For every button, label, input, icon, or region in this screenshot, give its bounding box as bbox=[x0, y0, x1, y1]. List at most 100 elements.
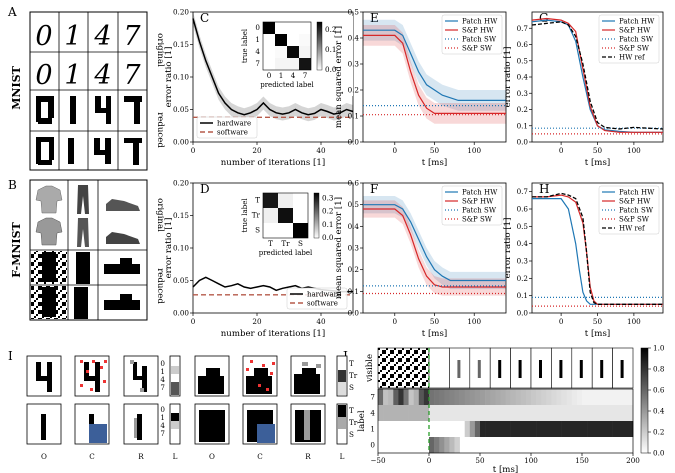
band-patch-hw bbox=[363, 196, 506, 290]
x-tick-label: 100 bbox=[467, 317, 481, 326]
visible-digit bbox=[579, 360, 583, 378]
heat-cell bbox=[546, 389, 552, 405]
heat-cell bbox=[388, 389, 394, 405]
y-tick-label: 0.5 bbox=[348, 200, 360, 209]
heat-cell bbox=[510, 389, 516, 405]
heat-cell bbox=[464, 389, 471, 405]
panel-label-a: A bbox=[7, 5, 17, 19]
heat-cell bbox=[510, 421, 516, 437]
heat-cell bbox=[602, 421, 608, 437]
heat-cell bbox=[505, 405, 511, 421]
legend-label: S&P HW bbox=[462, 198, 494, 206]
row-tick-label: 1 bbox=[370, 425, 375, 434]
heat-cell bbox=[546, 421, 552, 437]
confusion-cell bbox=[299, 58, 311, 70]
heat-cell bbox=[515, 421, 522, 437]
heat-cell bbox=[541, 405, 547, 421]
y-tick-label: 0.2 bbox=[517, 274, 528, 283]
heat-cell bbox=[454, 389, 460, 405]
colorbar-tick: 0.6 bbox=[653, 386, 665, 395]
inset-y-tick: Tr bbox=[252, 211, 261, 220]
confusion-cell bbox=[263, 34, 275, 46]
confusion-cell bbox=[278, 193, 293, 208]
heat-cell bbox=[536, 405, 542, 421]
confusion-cell bbox=[263, 58, 275, 70]
heat-cell bbox=[541, 389, 547, 405]
x-tick-label: 100 bbox=[524, 456, 538, 465]
heat-cell bbox=[398, 389, 404, 405]
band-patch-hw bbox=[363, 19, 506, 111]
x-tick-label: −50 bbox=[370, 456, 386, 465]
fmnist-original-label: original bbox=[155, 198, 165, 232]
y-tick-label: 0.00 bbox=[173, 309, 189, 318]
heat-cell bbox=[582, 421, 588, 437]
colorbar-tick: 0.2 bbox=[653, 428, 664, 437]
confusion-cell bbox=[275, 46, 287, 58]
svg-text:Tr: Tr bbox=[349, 371, 358, 380]
heat-cell bbox=[525, 421, 532, 437]
y-tick-label: 0.0 bbox=[348, 138, 360, 147]
x-axis-label: t [ms] bbox=[585, 329, 610, 339]
y-tick-label: 0.2 bbox=[348, 265, 359, 274]
legend-label: Patch HW bbox=[462, 189, 498, 197]
heat-cell bbox=[561, 389, 567, 405]
visible-digit bbox=[600, 360, 604, 378]
heat-cell bbox=[587, 421, 593, 437]
heat-cell bbox=[500, 405, 506, 421]
legend-label: S&P SW bbox=[462, 45, 493, 53]
y-tick-label: 0.3 bbox=[348, 244, 360, 253]
heat-cell bbox=[617, 389, 624, 405]
chart-j: visible 7 4 1 0 −50 0 50 100 150 200 t [ms] label 0.0… bbox=[357, 344, 665, 473]
svg-text:4: 4 bbox=[93, 60, 111, 91]
y-axis-label: error ratio [1] bbox=[503, 218, 513, 279]
y-axis-label: error ratio [1] bbox=[164, 218, 174, 279]
legend-label: Patch HW bbox=[619, 189, 655, 197]
heat-cell bbox=[587, 405, 593, 421]
inset-x-tick: 4 bbox=[291, 71, 296, 80]
heat-cell bbox=[413, 405, 420, 421]
y-tick-label: 0.7 bbox=[517, 24, 529, 33]
heat-cell bbox=[627, 389, 634, 405]
colorbar-tick: 1.0 bbox=[653, 344, 665, 353]
y-tick-label: 0.15 bbox=[173, 211, 189, 220]
inset-x-label: predicted label bbox=[259, 249, 313, 257]
panel-i-label-l2: L bbox=[340, 452, 345, 461]
colorbar-tick: 0.4 bbox=[653, 407, 665, 416]
y-tick-label: 0.4 bbox=[517, 73, 529, 82]
svg-text:0: 0 bbox=[35, 21, 52, 52]
heat-cell bbox=[469, 421, 476, 437]
row-tick-label: 0 bbox=[370, 441, 375, 450]
svg-text:T: T bbox=[349, 359, 354, 368]
chart-h: 0 50 100 0.0 0.1 0.2 0.3 0.4 0.5 0.6 0.7 t [ms] erro… bbox=[503, 182, 664, 339]
heat-cell bbox=[449, 389, 455, 405]
x-axis-label: number of iterations [1] bbox=[221, 329, 325, 339]
legend-label: S&P SW bbox=[619, 216, 650, 224]
chart-d: 0 20 40 0.00 0.05 0.10 0.15 0.20 number of itera… bbox=[164, 179, 354, 339]
legend-label: S&P HW bbox=[619, 27, 651, 35]
y-tick-label: 0.05 bbox=[173, 105, 189, 114]
heat-cell bbox=[429, 437, 435, 453]
heat-cell bbox=[480, 405, 486, 421]
inset-colorbar-tick: 0.2 bbox=[322, 207, 333, 216]
heat-cell bbox=[480, 389, 486, 405]
heat-cell bbox=[627, 421, 634, 437]
heat-cell bbox=[454, 437, 460, 453]
inset-x-label: predicted label bbox=[260, 81, 314, 89]
inset-x-tick: Tr bbox=[281, 239, 290, 248]
heat-cell bbox=[592, 389, 598, 405]
svg-text:Tr: Tr bbox=[349, 418, 358, 427]
confusion-cell bbox=[275, 22, 287, 34]
heat-cell bbox=[485, 389, 491, 405]
y-tick-label: 0.0 bbox=[348, 309, 360, 318]
panel-i-label-c1: C bbox=[89, 452, 95, 461]
heat-cell bbox=[515, 389, 522, 405]
heat-cell bbox=[561, 405, 567, 421]
heatmap-frame bbox=[377, 388, 634, 454]
y-tick-label: 0.2 bbox=[348, 86, 359, 95]
heat-cell bbox=[393, 405, 399, 421]
